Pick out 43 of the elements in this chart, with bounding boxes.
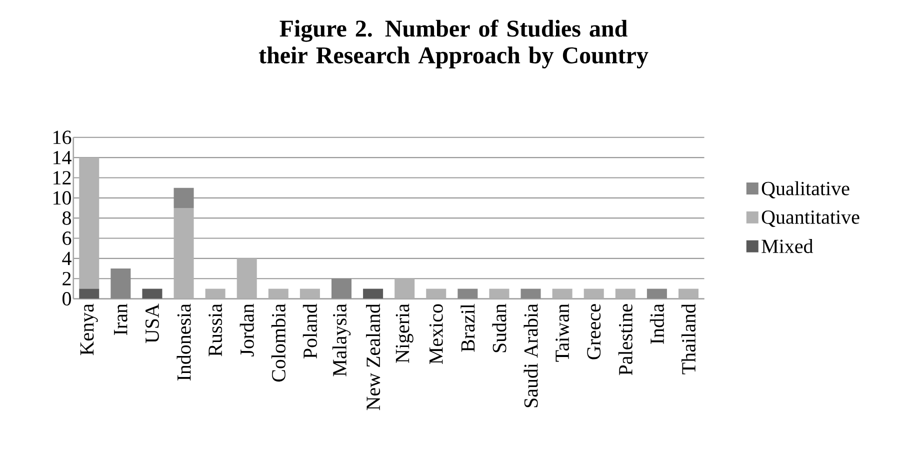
x-tick-label: Mexico [429,304,443,364]
x-tick-label: Russia [208,304,222,356]
y-tick-label: 4 [62,252,72,265]
x-tick-label: Brazil [460,304,475,352]
x-tick-label: Nigeria [396,304,414,363]
x-tick-label: Greece [587,304,601,360]
y-tick-label: 12 [54,171,71,184]
x-tick-label: Saudi Arabia [524,304,538,408]
chart-title: Figure 2. Number of Studies and their Research Approach by Country [258,20,648,68]
x-tick-label: Palestine [618,304,632,376]
y-tick-label: 10 [54,191,72,205]
x-tick-label: Kenya [80,304,98,356]
x-tick-label: Thailand [681,304,696,374]
bar [331,278,352,299]
y-tick-label: 0 [62,292,72,306]
bar [646,288,667,299]
x-tick-label: Colombia [271,304,286,382]
bar [79,288,100,299]
x-tick-label: Taiwan [556,304,570,362]
x-tick-label: Indonesia [176,304,191,380]
y-tick-label: 16 [54,130,72,144]
bar [142,288,162,299]
y-tick-label: 14 [54,150,72,164]
y-tick-label: 6 [62,231,72,245]
y-tick-label: 2 [62,272,71,286]
bar [110,268,131,299]
legend-label: Mixed [762,238,814,254]
y-tick-label: 8 [62,211,72,225]
x-tick-label: Jordan [240,304,254,356]
x-tick-label: Malaysia [332,304,351,376]
bar [520,288,541,299]
x-tick-label: Sudan [492,304,506,352]
x-tick-label: Iran [114,304,128,335]
bar [79,157,100,289]
legend-label: Qualitative [762,181,850,198]
x-tick-label: Poland [302,304,317,358]
x-tick-label: USA [146,304,159,344]
bar [458,288,478,299]
legend-label: Quantitative [762,210,860,227]
x-tick-label: New Zealand [366,304,380,410]
bar [174,188,194,208]
bar [363,288,384,299]
x-tick-label: India [650,304,664,344]
